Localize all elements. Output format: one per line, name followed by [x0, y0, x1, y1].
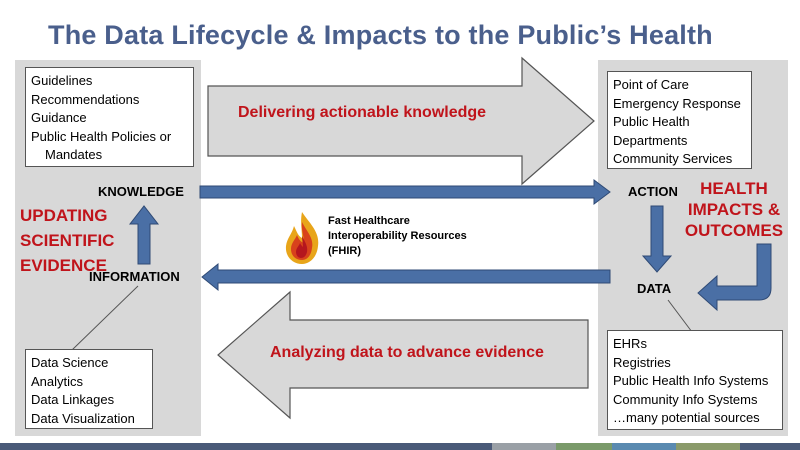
list-item: Recommendations: [31, 91, 140, 107]
list-item: Public Health Info Systems: [613, 373, 769, 388]
list-item: Community Info Systems: [613, 391, 758, 407]
list-item: Data Linkages: [31, 392, 115, 407]
page-title: The Data Lifecycle & Impacts to the Publ…: [48, 20, 713, 50]
footer-segment: [0, 443, 492, 450]
list-item: Guidance: [31, 110, 87, 125]
knowledge-to-action-arrow: [199, 179, 611, 205]
list-item: Mandates: [45, 147, 103, 162]
list-item: Data Visualization: [31, 410, 135, 426]
footer-bar: [0, 443, 800, 450]
list-item: Guidelines: [31, 73, 93, 88]
footer-segment: [556, 443, 612, 450]
top-big-arrow: [207, 56, 595, 186]
list-item: Emergency Response: [613, 95, 741, 111]
list-item: EHRs: [613, 336, 647, 351]
data-sources-box: EHRs Registries Public Health Info Syste…: [607, 330, 783, 430]
list-item: Point of Care: [613, 77, 689, 92]
list-item: Data Science: [31, 355, 109, 370]
leader-line-left-bottom: [71, 285, 139, 351]
list-item: Departments: [613, 132, 688, 148]
fhir-label: Fast Healthcare Interoperability Resourc…: [328, 215, 467, 257]
knowledge-node: KNOWLEDGE: [98, 184, 184, 199]
list-item: Registries: [613, 354, 671, 370]
leader-line-right-bottom: [667, 299, 693, 333]
footer-segment: [492, 443, 556, 450]
list-item: Public Health: [613, 114, 690, 129]
list-item: …many potential sources: [613, 410, 760, 425]
information-node: INFORMATION: [89, 269, 180, 284]
bottom-big-arrow: [217, 290, 589, 420]
footer-segment: [740, 443, 800, 450]
information-methods-box: Data Science Analytics Data Linkages Dat…: [25, 349, 153, 429]
action-to-data-arrow: [641, 205, 673, 273]
action-node: ACTION: [628, 184, 678, 199]
fire-icon: [285, 212, 319, 264]
data-node: DATA: [637, 281, 672, 296]
health-impacts-arrow: [697, 243, 772, 312]
list-item: Public Health Policies or: [31, 128, 172, 144]
information-to-knowledge-arrow: [128, 205, 160, 265]
footer-segment: [612, 443, 676, 450]
updating-evidence-label: UPDATING SCIENTIFIC EVIDENCE: [20, 206, 115, 275]
knowledge-sources-box: Guidelines Recommendations Guidance Publ…: [25, 67, 194, 167]
data-to-information-arrow: [201, 262, 611, 292]
bottom-arrow-label: Analyzing data to advance evidence: [270, 344, 544, 361]
list-item: Community Services: [613, 151, 733, 166]
top-arrow-label: Delivering actionable knowledge: [238, 104, 487, 121]
health-impacts-label: HEALTH IMPACTS & OUTCOMES: [684, 179, 784, 240]
list-item: Analytics: [31, 373, 84, 389]
footer-segment: [676, 443, 740, 450]
action-settings-box: Point of Care Emergency Response Public …: [607, 71, 752, 169]
